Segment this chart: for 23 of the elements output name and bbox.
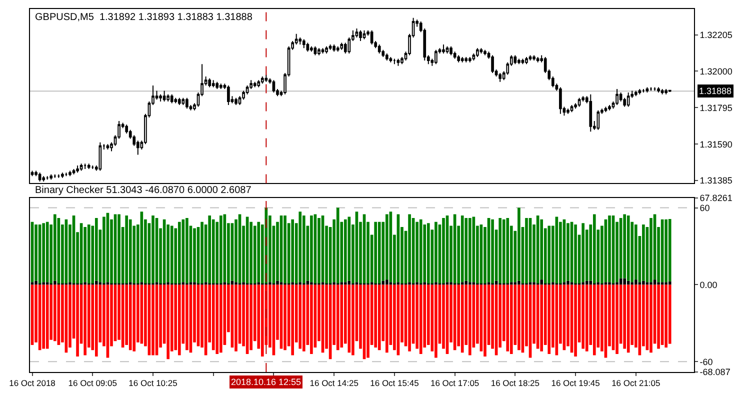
x-tick-label: 16 Oct 14:25 (310, 378, 359, 388)
y-tick-label: 1.31590 (700, 139, 732, 150)
x-tick-label: 16 Oct 21:05 (612, 378, 661, 388)
y-tick-label: -68.087 (700, 367, 730, 378)
x-tick-label: 16 Oct 10:25 (128, 378, 178, 388)
ref-line-label: 1.31888 (699, 86, 732, 96)
y-tick-label: 1.32000 (700, 66, 732, 76)
y-tick-label: 1.32205 (700, 30, 732, 40)
x-tick-label: 16 Oct 15:45 (370, 378, 420, 388)
chart-title: Binary Checker 51.3043 -46.0870 6.0000 2.6087 (35, 185, 252, 196)
y-tick-label: 1.31795 (700, 102, 732, 113)
x-tick-label: 16 Oct 18:25 (490, 378, 540, 388)
x-tick-label: 16 Oct 2018 (9, 378, 56, 388)
x-tick-label: 16 Oct 09:05 (68, 378, 118, 388)
chart-title: GBPUSD,M5 1.31892 1.31893 1.31883 1.31888 (35, 12, 253, 23)
x-tick-label: 16 Oct 19:45 (551, 378, 600, 388)
y-tick-label: 60 (700, 202, 710, 213)
y-tick-label: 1.31385 (700, 176, 732, 186)
ref-line-label: 2018.10.16 12:55 (231, 377, 302, 387)
y-tick-label: 67.8261 (700, 192, 732, 203)
y-tick-label: -60 (700, 356, 713, 367)
y-tick-label: 0.00 (700, 280, 718, 290)
x-tick-label: 16 Oct 17:05 (430, 378, 480, 388)
